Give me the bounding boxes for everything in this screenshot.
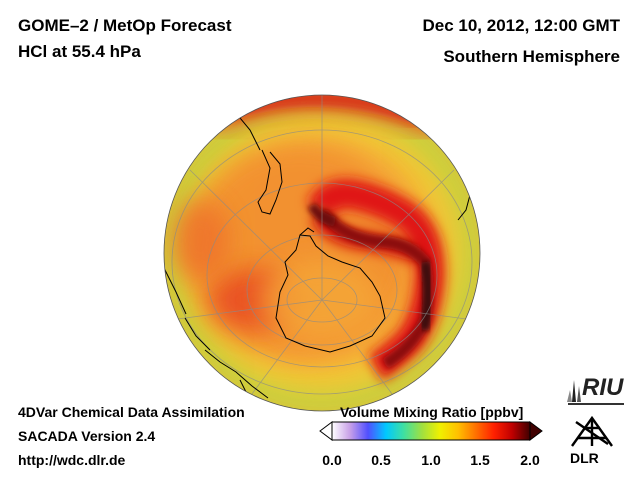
map-title: GOME–2 / MetOp Forecast	[18, 16, 232, 35]
colorbar-low-arrow	[319, 421, 333, 441]
riu-emblem-icon	[567, 380, 581, 402]
riu-logo-text: RIU	[582, 374, 624, 401]
colorbar-gradient	[331, 421, 531, 441]
colorbar	[319, 421, 543, 441]
map-datetime: Dec 10, 2012, 12:00 GMT	[422, 16, 620, 35]
colorbar-high-arrow	[529, 421, 543, 441]
riu-logo: RIU	[566, 374, 624, 405]
footer-line2: SACADA Version 2.4	[18, 428, 156, 444]
colorbar-tick-1: 0.5	[371, 452, 391, 468]
colorbar-tick-2: 1.0	[421, 452, 441, 468]
graticule	[169, 95, 475, 411]
colorbar-tick-3: 1.5	[470, 452, 490, 468]
dlr-emblem-icon	[571, 415, 613, 447]
colorbar-title: Volume Mixing Ratio [ppbv]	[340, 404, 524, 420]
footer-url[interactable]: http://wdc.dlr.de	[18, 452, 126, 468]
dlr-logo-text: DLR	[570, 450, 599, 466]
colorbar-tick-4: 2.0	[520, 452, 540, 468]
colorbar-tick-0: 0.0	[322, 452, 342, 468]
map-subtitle: HCl at 55.4 hPa	[18, 42, 141, 61]
dlr-logo: DLR	[566, 414, 626, 470]
map-region: Southern Hemisphere	[443, 47, 620, 66]
footer-line1: 4DVar Chemical Data Assimilation	[18, 404, 245, 420]
